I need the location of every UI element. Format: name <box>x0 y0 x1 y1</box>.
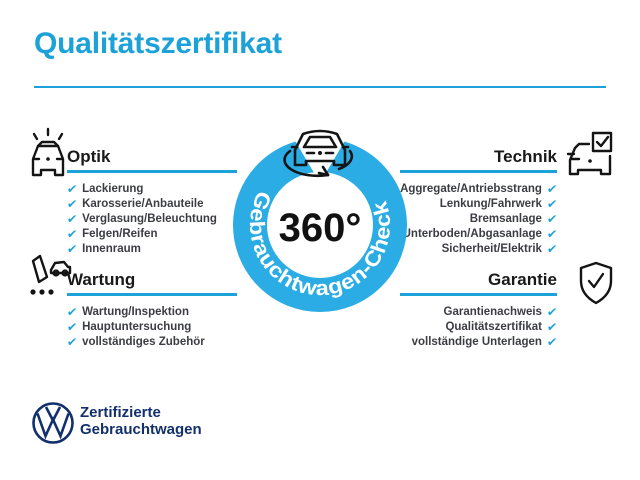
check-item: ✔ Wartung/Inspektion <box>66 305 237 320</box>
check-item: ✔ vollständiges Zubehör <box>66 335 237 350</box>
check-icon: ✔ <box>546 197 558 211</box>
check-icon: ✔ <box>66 305 78 319</box>
check-item-label: Garantienachweis <box>443 306 542 318</box>
car-shine-icon <box>31 127 65 177</box>
check-item-label: Wartung/Inspektion <box>82 306 189 318</box>
check-item-label: Lenkung/Fahrwerk <box>439 198 542 210</box>
check-item-label: Unterboden/Abgasanlage <box>402 228 542 240</box>
360-check-badge: 360° Gebrauchtwagen-Check <box>233 130 407 312</box>
section-technik-title: Technik <box>494 147 557 166</box>
ring-top-notch <box>288 130 352 183</box>
check-item-label: vollständiges Zubehör <box>82 336 205 348</box>
badge-center-label: 360° <box>279 206 362 250</box>
check-item-label: Verglasung/Beleuchtung <box>82 213 217 225</box>
check-item: ✔ Karosserie/Anbauteile <box>66 197 237 212</box>
section-optik-underline <box>67 170 237 173</box>
check-icon: ✔ <box>546 227 558 241</box>
footer-line1: Zertifizierte <box>80 404 161 421</box>
section-optik-items: ✔ Lackierung ✔ Karosserie/Anbauteile ✔ Verg… <box>66 182 237 257</box>
section-wartung: Wartung ✔ Wartung/Inspektion ✔ Hauptunters… <box>66 270 237 350</box>
check-item: Sicherheit/Elektrik ✔ <box>400 242 558 257</box>
check-item-label: Innenraum <box>82 243 141 255</box>
check-item-label: vollständige Unterlagen <box>411 336 542 348</box>
check-icon: ✔ <box>546 305 558 319</box>
check-item: Garantienachweis ✔ <box>400 305 558 320</box>
check-item: ✔ Felgen/Reifen <box>66 227 237 242</box>
check-item-label: Sicherheit/Elektrik <box>441 243 542 255</box>
section-technik-items: Aggregate/Antriebsstrang ✔ Lenkung/Fahrwe… <box>400 182 558 257</box>
section-wartung-underline <box>67 293 237 296</box>
section-wartung-items: ✔ Wartung/Inspektion ✔ Hauptuntersuchung ✔… <box>66 305 237 350</box>
section-garantie-items: Garantienachweis ✔ Qualitätszertifikat ✔ v… <box>400 305 558 350</box>
check-item: ✔ Lackierung <box>66 182 237 197</box>
check-item: Aggregate/Antriebsstrang ✔ <box>400 182 558 197</box>
section-garantie: Garantie Garantienachweis ✔ Qualitätszert… <box>400 270 558 350</box>
check-icon: ✔ <box>546 212 558 226</box>
check-icon: ✔ <box>546 335 558 349</box>
check-item-label: Bremsanlage <box>469 213 542 225</box>
check-item: ✔ Verglasung/Beleuchtung <box>66 212 237 227</box>
check-icon: ✔ <box>66 212 78 226</box>
check-item: ✔ Innenraum <box>66 242 237 257</box>
check-icon: ✔ <box>546 320 558 334</box>
check-item-label: Felgen/Reifen <box>82 228 158 240</box>
check-item-label: Lackierung <box>82 183 144 195</box>
car-checkbox-icon <box>566 131 613 176</box>
check-icon: ✔ <box>66 197 78 211</box>
check-item: vollständige Unterlagen ✔ <box>400 335 558 350</box>
check-item: Bremsanlage ✔ <box>400 212 558 227</box>
check-icon: ✔ <box>546 182 558 196</box>
check-icon: ✔ <box>546 242 558 256</box>
check-icon: ✔ <box>66 320 78 334</box>
footer-brand-text: Zertifizierte Gebrauchtwagen <box>80 404 202 438</box>
section-optik-title: Optik <box>67 147 111 166</box>
checklist-car-icon <box>30 254 72 295</box>
check-item-label: Qualitätszertifikat <box>445 321 542 333</box>
section-technik-underline <box>400 170 557 173</box>
check-item-label: Aggregate/Antriebsstrang <box>400 183 542 195</box>
check-icon: ✔ <box>66 335 78 349</box>
section-garantie-title: Garantie <box>488 270 557 289</box>
check-item-label: Karosserie/Anbauteile <box>82 198 204 210</box>
check-icon: ✔ <box>66 182 78 196</box>
section-optik: Optik ✔ Lackierung ✔ Karosserie/Anbauteile… <box>66 147 237 257</box>
check-item: ✔ Hauptuntersuchung <box>66 320 237 335</box>
section-technik: Technik Aggregate/Antriebsstrang ✔ Lenkun… <box>400 147 558 257</box>
rotating-car-icon <box>283 129 354 178</box>
page-title: Qualitätszertifikat <box>34 27 282 60</box>
shield-check-icon <box>579 261 613 305</box>
check-icon: ✔ <box>66 227 78 241</box>
check-item: Qualitätszertifikat ✔ <box>400 320 557 335</box>
section-wartung-title: Wartung <box>67 270 136 289</box>
section-garantie-underline <box>400 293 557 296</box>
check-item: Lenkung/Fahrwerk ✔ <box>400 197 558 212</box>
check-item: Unterboden/Abgasanlage ✔ <box>400 227 558 242</box>
vw-logo <box>32 402 74 444</box>
title-divider <box>34 86 606 88</box>
footer-line2: Gebrauchtwagen <box>80 421 202 438</box>
check-item-label: Hauptuntersuchung <box>82 321 192 333</box>
